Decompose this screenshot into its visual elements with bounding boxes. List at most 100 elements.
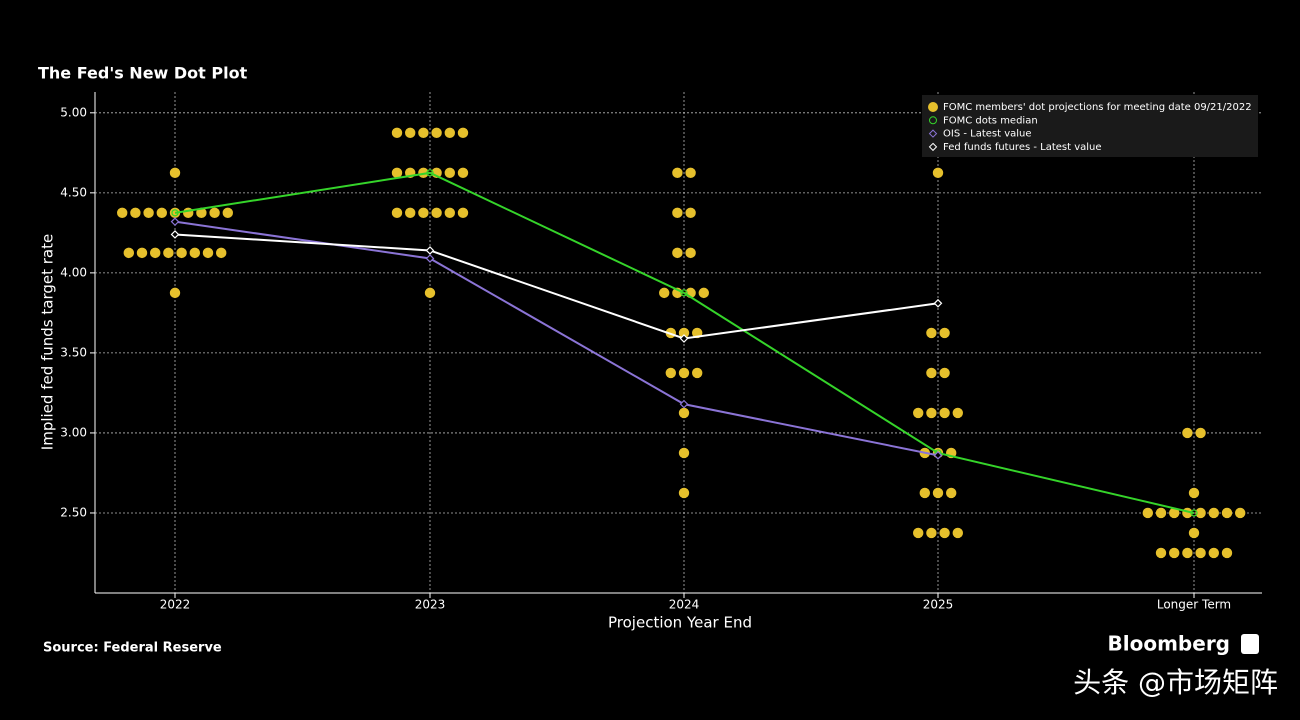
- series-marker: [933, 450, 943, 460]
- dot: [685, 207, 696, 219]
- dot: [1208, 507, 1220, 519]
- dot: [926, 527, 937, 539]
- dot: [1195, 507, 1206, 519]
- dot: [692, 367, 703, 379]
- series-line: [174, 233, 939, 340]
- series-marker: [170, 230, 180, 239]
- dot: [665, 367, 676, 379]
- dot: [216, 247, 227, 259]
- dot: [952, 407, 963, 419]
- y-tick-label: 5.00: [60, 105, 87, 119]
- dot: [405, 207, 416, 219]
- legend-symbol: [928, 129, 938, 138]
- dot: [926, 327, 937, 339]
- legend-label: OIS - Latest value: [943, 129, 1032, 140]
- dot: [444, 207, 455, 219]
- dot: [169, 167, 181, 179]
- dot: [939, 367, 950, 379]
- dot: [1142, 507, 1154, 519]
- dot: [150, 247, 161, 259]
- dot: [1182, 547, 1193, 559]
- x-tick-label: 2024: [669, 598, 700, 612]
- y-tick-label: 3.00: [60, 425, 87, 439]
- dot: [424, 287, 436, 299]
- dot: [391, 167, 403, 179]
- dot: [678, 327, 690, 339]
- dot: [1221, 547, 1233, 559]
- series-marker: [1190, 509, 1198, 517]
- dot: [457, 167, 469, 179]
- dot: [431, 127, 442, 139]
- dot: [939, 527, 950, 539]
- dot: [130, 207, 141, 219]
- y-tick-label: 3.50: [60, 345, 87, 359]
- dot: [209, 207, 220, 219]
- dot: [176, 247, 187, 259]
- dot: [202, 247, 214, 259]
- series-line: [174, 220, 939, 457]
- dot: [418, 207, 429, 219]
- series-marker: [680, 289, 688, 297]
- dot: [672, 167, 683, 179]
- dot: [444, 167, 455, 179]
- x-tick-label: 2022: [160, 598, 191, 612]
- y-tick-label: 2.50: [60, 505, 87, 519]
- chart-title: The Fed's New Dot Plot: [38, 64, 248, 83]
- dot: [123, 247, 134, 259]
- dot: [1208, 547, 1220, 559]
- series-marker: [170, 217, 180, 227]
- legend-symbol: [929, 116, 937, 125]
- dot: [1235, 507, 1246, 519]
- legend-label: Fed funds futures - Latest value: [943, 142, 1102, 153]
- dot: [952, 527, 963, 539]
- x-tick-label: 2023: [415, 598, 446, 612]
- legend-box: [922, 95, 1258, 157]
- dot: [939, 407, 950, 419]
- dot: [698, 287, 709, 299]
- dot: [457, 207, 469, 219]
- dot: [926, 407, 937, 419]
- dot: [1155, 547, 1167, 559]
- source: Source: Federal Reserve: [43, 641, 222, 656]
- x-axis-label: Projection Year End: [608, 614, 752, 632]
- y-axis-label: Implied fed funds target rate: [39, 234, 57, 450]
- dot: [926, 367, 937, 379]
- dot: [939, 327, 950, 339]
- dot: [1195, 547, 1206, 559]
- dot: [189, 247, 200, 259]
- dot: [932, 487, 944, 499]
- dot: [163, 247, 174, 259]
- y-tick-label: 4.50: [60, 185, 87, 199]
- legend-symbol: [928, 102, 938, 112]
- dot: [169, 287, 181, 299]
- brand: Bloomberg: [1108, 632, 1230, 656]
- series-marker: [933, 298, 943, 308]
- series-marker: [679, 399, 689, 409]
- series-line: [174, 171, 1195, 514]
- dot: [919, 487, 930, 499]
- dot: [678, 367, 690, 379]
- series-marker: [426, 169, 434, 177]
- legend-symbol: [928, 142, 938, 152]
- dot: [391, 207, 403, 219]
- y-tick-label: 4.00: [60, 265, 87, 279]
- dot: [1188, 527, 1200, 539]
- series-marker: [679, 334, 689, 343]
- dot: [1155, 507, 1167, 519]
- dot: [946, 487, 957, 499]
- dot: [913, 407, 924, 419]
- brand-icon: [1241, 634, 1259, 654]
- dot: [678, 487, 690, 499]
- legend-label: FOMC members' dot projections for meetin…: [943, 102, 1252, 113]
- dot: [1182, 427, 1193, 439]
- dot: [1221, 507, 1233, 519]
- watermark: 头条 @市场矩阵: [1073, 666, 1278, 699]
- series-marker: [171, 209, 179, 217]
- dot: [1188, 487, 1200, 499]
- dot: [1195, 427, 1206, 439]
- dot: [672, 207, 683, 219]
- dot: [117, 207, 128, 219]
- dot: [685, 167, 696, 179]
- dot: [659, 287, 670, 299]
